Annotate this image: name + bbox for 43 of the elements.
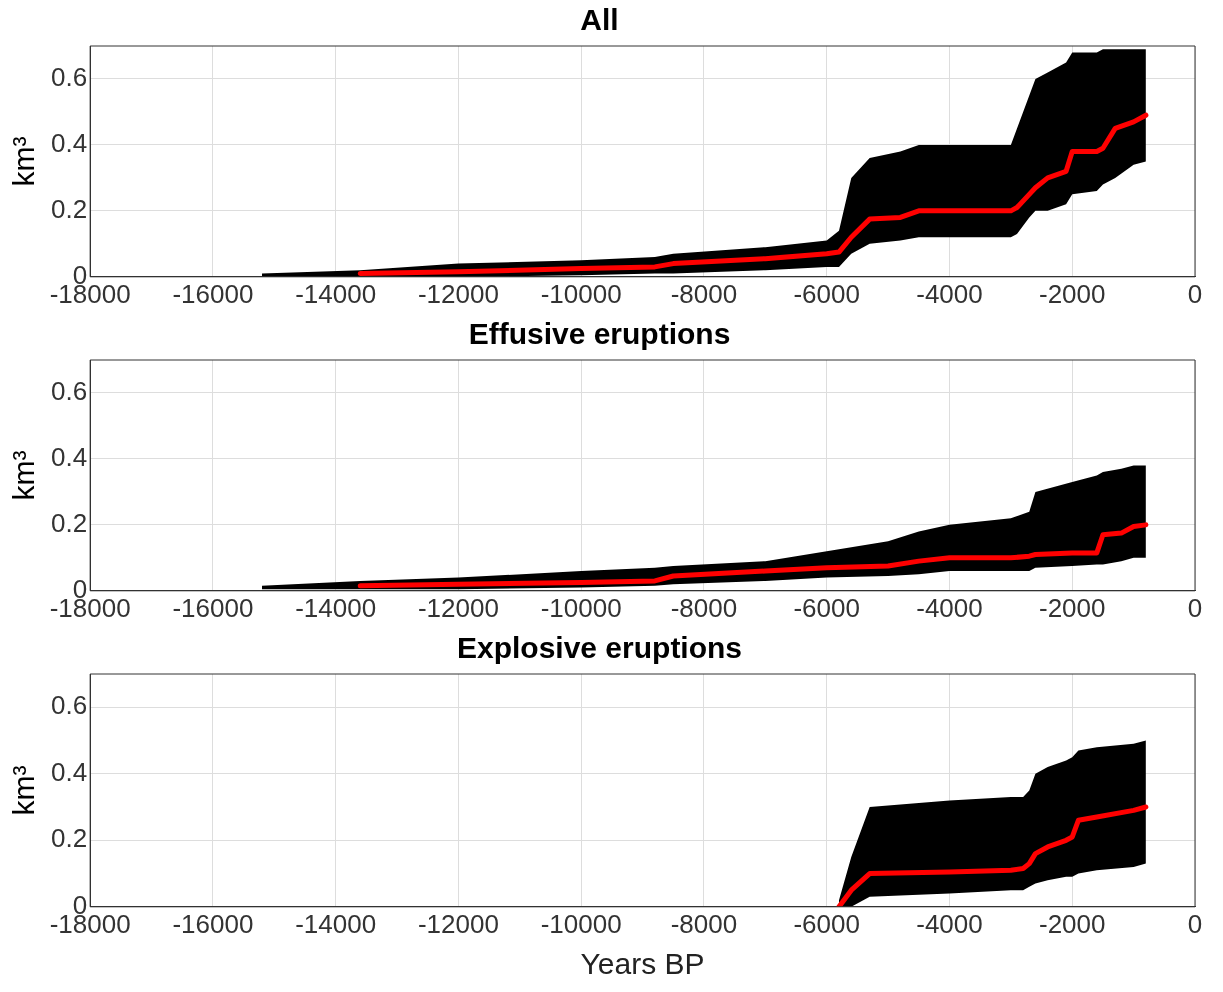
x-tick-label: -14000 <box>295 592 377 623</box>
x-tick-label: -2000 <box>1038 278 1106 309</box>
x-tick-label: -8000 <box>670 278 738 309</box>
y-tick-label: 0.4 <box>50 128 88 159</box>
x-tick-label: -6000 <box>793 592 860 623</box>
y-axis-title: km³ <box>7 136 41 187</box>
y-tick-label: 0.2 <box>50 823 88 854</box>
x-tick-label: -10000 <box>540 278 622 309</box>
x-tick-label: -4000 <box>916 908 983 939</box>
x-tick-label: -14000 <box>295 278 377 309</box>
y-tick-label: 0.2 <box>50 508 88 539</box>
y-tick-label: 0.6 <box>50 690 88 721</box>
x-tick-label: -14000 <box>295 908 377 939</box>
chart-title: Explosive eruptions <box>456 631 743 665</box>
chart-title: Effusive eruptions <box>468 317 731 351</box>
x-tick-label: -16000 <box>172 278 254 309</box>
x-tick-label: -4000 <box>916 278 983 309</box>
x-tick-label: -10000 <box>540 592 622 623</box>
y-tick-label: 0.6 <box>50 62 88 93</box>
x-tick-label: 0 <box>1187 278 1203 309</box>
x-tick-label: -4000 <box>916 592 983 623</box>
x-tick-label: 0 <box>1187 592 1203 623</box>
x-axis-title: Years BP <box>580 947 705 981</box>
x-tick-label: -12000 <box>417 278 499 309</box>
x-tick-label: -12000 <box>417 908 499 939</box>
y-axis-title: km³ <box>7 450 41 501</box>
x-tick-label: -6000 <box>793 908 860 939</box>
x-tick-label: -8000 <box>670 908 738 939</box>
x-tick-label: 0 <box>1187 908 1203 939</box>
x-tick-label: -16000 <box>172 592 254 623</box>
y-tick-label: 0.6 <box>50 376 88 407</box>
x-tick-label: -2000 <box>1038 908 1106 939</box>
chart-title: All <box>580 3 619 37</box>
x-tick-label: -12000 <box>417 592 499 623</box>
y-axis-title: km³ <box>7 765 41 816</box>
x-tick-label: -6000 <box>793 278 860 309</box>
x-tick-label: -8000 <box>670 592 738 623</box>
y-tick-label: 0.2 <box>50 194 88 225</box>
x-tick-label: -10000 <box>540 908 622 939</box>
x-tick-label: -2000 <box>1038 592 1106 623</box>
y-tick-label: 0.4 <box>50 442 88 473</box>
y-tick-label: 0.4 <box>50 756 88 787</box>
x-tick-label: -16000 <box>172 908 254 939</box>
